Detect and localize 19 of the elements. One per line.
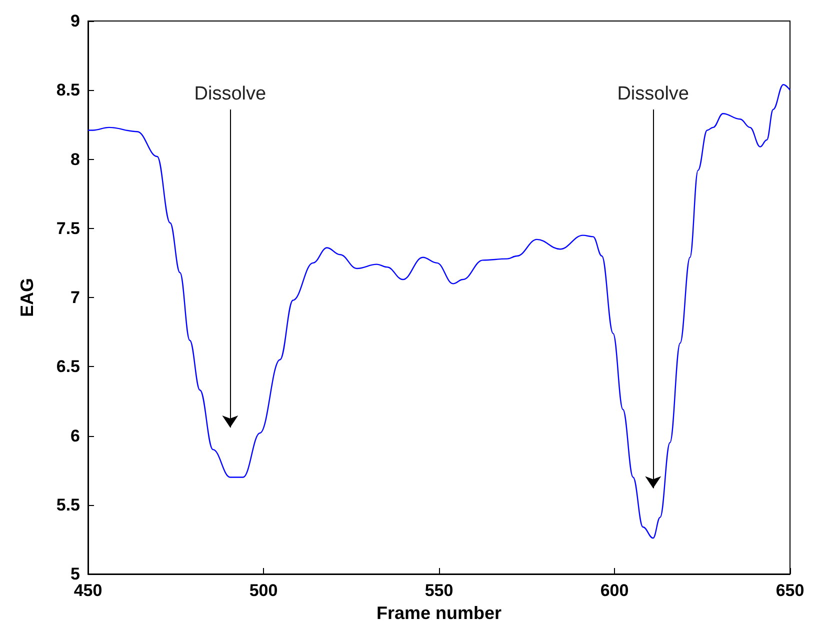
x-tick-label: 600 <box>600 581 629 600</box>
y-axis-title: EAG <box>17 278 37 318</box>
x-tick-label: 650 <box>776 581 804 600</box>
y-tick-label: 9 <box>70 12 80 30</box>
y-tick-label: 5.5 <box>56 495 80 514</box>
x-tick-label: 500 <box>249 581 278 600</box>
annotation: Dissolve <box>194 83 266 104</box>
annotation: Dissolve <box>617 83 690 104</box>
y-tick-label: 7 <box>70 288 80 307</box>
y-tick-label: 5 <box>70 564 80 584</box>
x-tick-label: 550 <box>424 581 454 600</box>
y-tick-label: 8 <box>70 150 80 169</box>
x-tick-label: 450 <box>74 581 102 600</box>
y-tick-label: 8.5 <box>56 80 80 100</box>
x-axis-title: Frame number <box>376 603 502 623</box>
y-tick-label: 7.5 <box>56 218 80 238</box>
y-tick-label: 6.5 <box>56 357 80 376</box>
y-tick-label: 6 <box>70 426 80 446</box>
line-series <box>87 84 791 539</box>
